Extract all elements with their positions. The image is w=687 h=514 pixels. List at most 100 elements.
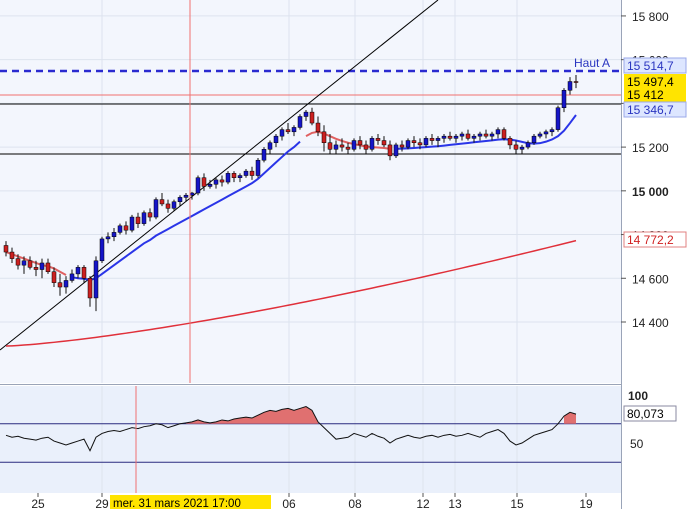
candle-body [369,138,375,150]
candle-body [315,122,321,133]
annotation-haut-a: Haut A [574,56,610,70]
candle-body [423,138,429,146]
candle-body [213,179,219,185]
y-tick-label: 15 800 [632,10,669,24]
candle-body [51,271,57,283]
candle-body [45,262,51,272]
x-tick-label: 29 [95,497,109,509]
osc-tick-label: 100 [628,389,648,403]
candle-body [141,212,147,224]
candle-body [573,81,579,83]
candle-body [63,280,69,288]
candle-body [351,140,357,150]
candle-body [297,116,303,128]
candle-body [441,135,447,139]
x-tick-label: 13 [448,497,462,509]
y-tick-label: 15 000 [632,185,669,199]
candle-body [327,142,333,150]
candle-body [261,149,267,161]
candle-body [99,238,105,262]
x-tick-label: 25 [31,497,45,509]
candle-body [459,133,465,137]
candle-body [207,184,213,187]
candle-body [21,260,27,266]
candle-body [171,201,177,209]
candle-body [177,197,183,203]
candle-body [447,135,453,139]
x-tick-label: 08 [348,497,362,509]
candle-body [15,258,21,266]
candle-body [129,216,135,231]
candle-body [411,140,417,143]
candle-body [231,173,237,178]
candle-body [75,267,81,275]
candle-body [393,144,399,157]
price-label-text: 15 497,4 [627,75,674,89]
candle-body [513,144,519,150]
price-label-text: 15 346,7 [627,103,674,117]
candle-body [465,133,471,139]
candle-body [453,135,459,139]
price-label-text: 15 412 [627,88,664,102]
candle-body [495,129,501,135]
candle-body [387,144,393,157]
candle-body [471,135,477,139]
candle-body [33,267,39,270]
y-tick-label: 15 200 [632,141,669,155]
candle-body [147,212,153,218]
candle-body [477,133,483,137]
candle-body [243,170,249,176]
candle-body [9,251,15,259]
candle-body [429,138,435,141]
x-tick-label: 15 [510,497,524,509]
y-tick-label: 14 600 [632,272,669,286]
candle-body [507,138,513,146]
price-label-box [623,231,687,248]
candle-body [69,273,75,281]
candle-body [555,107,561,130]
osc-value-box [623,405,677,422]
crosshair-date-box [110,495,271,509]
price-panel-bg [0,0,621,383]
candle-body [87,278,93,299]
osc-overbought-fill [564,412,576,424]
candle-body [201,177,207,187]
candle-body [543,131,549,135]
moving-average-slow [5,239,577,347]
oscillator-layer [0,405,621,463]
candle-body [255,159,261,176]
trend-line [0,0,439,351]
x-tick-label: 19 [579,497,593,509]
candle-body [519,146,525,150]
candle-body [363,144,369,150]
candle-body [123,225,129,231]
candle-body [27,260,33,268]
x-axis-ticks: 25 29 06 08 12 13 15 19 [31,493,593,511]
candle-body [501,129,507,139]
candle-body [105,236,111,240]
candle-body [549,129,555,133]
crosshair-layer: mer. 31 mars 2021 17:00 [110,0,271,510]
candle-body [279,129,285,137]
candle-body [567,81,573,91]
xaxis-bg [0,493,621,509]
candle-body [435,138,441,141]
candle-body [3,245,9,253]
candle-body [225,173,231,183]
candles-layer [3,74,579,312]
osc-value-label: 80,073 [627,407,664,421]
candle-body [399,144,405,148]
candle-body [39,262,45,270]
candle-body [489,133,495,137]
candle-body [165,203,171,209]
price-label-text: 14 772,2 [627,233,674,247]
candle-body [81,267,87,279]
candle-body [417,142,423,146]
candle-body [57,282,63,288]
y-tick-label: 14 400 [632,316,669,330]
candle-body [249,170,255,176]
candle-body [309,111,315,124]
